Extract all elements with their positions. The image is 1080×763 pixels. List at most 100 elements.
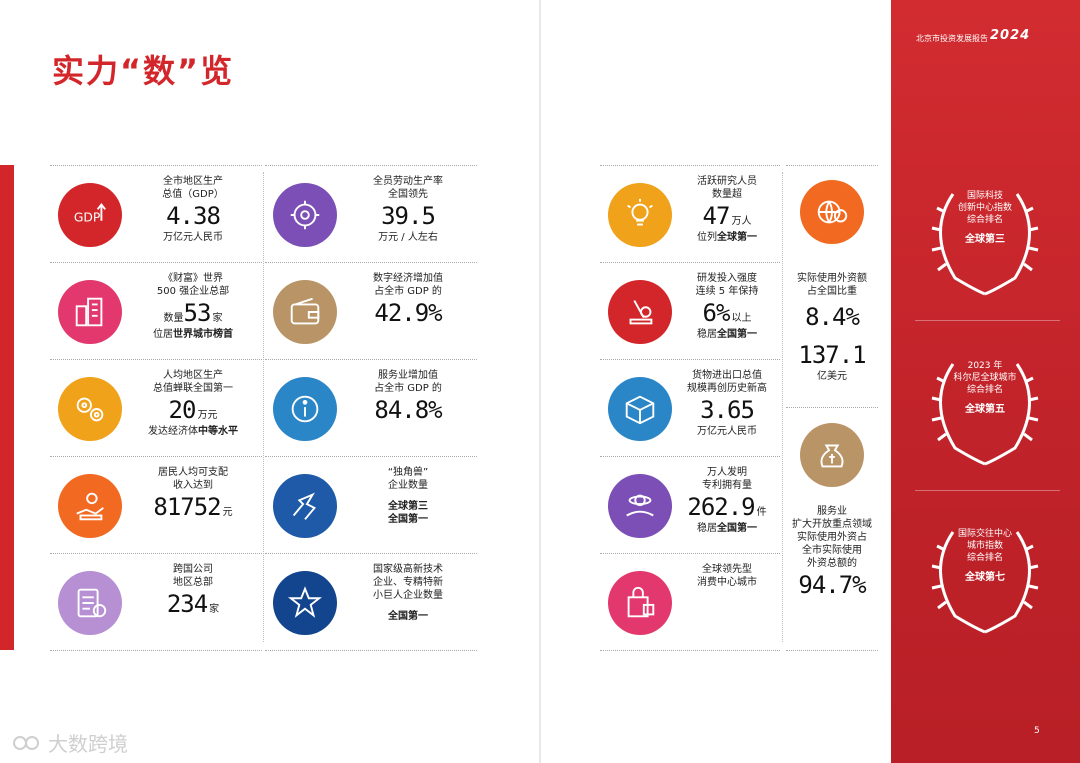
stat-l2: 消费中心城市 [697,577,757,588]
stat-text: 万人发明 专利拥有量 262.9 件稳居全国第一 [680,466,774,535]
award-text: 国际科技 创新中心指数 综合排名 全球第三 [915,190,1055,246]
stat-l2: 数量超 [712,189,742,200]
stat-l3: 全国第一 [388,611,428,622]
stat-l1: 万人发明 [707,467,747,478]
watermark-text: 大数跨境 [48,732,128,756]
stat-text: 活跃研究人员 数量超 47 万人 位列全球第一 [680,175,774,244]
stat-l1: 全球领先型 [702,564,752,575]
stat-text: 数字经济增加值 占全市 GDP 的 42.9% [345,272,471,328]
kol-logo-icon [13,735,39,750]
panel-divider [915,490,1060,491]
row-divider [50,165,262,166]
award-line: 综合排名 [966,553,1003,563]
stat-unit: 家 [212,313,223,324]
stat-l2: 企业、专精特新 [373,577,443,588]
gdp-icon: GDP [58,183,122,247]
stat-l2: 地区总部 [173,577,213,588]
award-laurel: 国际交往中心 城市指数 综合排名 全球第七 [915,520,1055,640]
stat-l1: 数字经济增加值 [373,273,443,284]
award-text: 2023 年科尔尼全球城市 综合排名 全球第五 [915,360,1055,416]
stat-value: 84.8% [374,396,442,424]
page-title: 实力“数”览 [52,52,235,90]
stat-text: 国家级高新技术 企业、专精特新 小巨人企业数量 全国第一 [345,563,471,623]
stat-prefix: 数量 [163,313,184,324]
income-icon [58,474,122,538]
stat-l3-emphasis: 全国第一 [717,523,757,534]
fdi-text: 实际使用外资额 占全国比重 8.4% 137.1 亿美元 [786,272,878,383]
stat-unit: 件 [756,507,767,518]
stat-l2: 全国领先 [388,189,428,200]
stat-value: 6% [702,299,731,327]
stat-value: 4.38 [166,202,221,230]
row-divider [600,456,780,457]
stat-l3: 万亿元人民币 [163,232,223,243]
row-divider [50,262,262,263]
stat-text: 人均地区生产 总值蝉联全国第一 20 万元 发达经济体中等水平 [130,369,256,438]
stat-l4: 全国第一 [388,514,428,525]
row-divider [786,165,878,166]
fdi-share-value: 8.4% [805,303,860,331]
award-line: 综合排名 [966,215,1003,225]
awards-panel [891,0,1080,763]
stat-value: 53 [183,299,212,327]
stat-value: 42.9% [374,299,442,327]
stat-l3-emphasis: 世界城市榜首 [173,329,233,340]
stat-text: 全球领先型消费中心城市 [680,563,774,589]
stat-unit: 元 [222,507,233,518]
stat-unit: 万元 [197,410,218,421]
document-icon [58,571,122,635]
gears-icon [58,377,122,441]
award-rank: 全球第五 [965,404,1005,415]
labor-gear-icon [273,183,337,247]
globe-dollar-icon [800,180,864,244]
stat-text: 跨国公司地区总部 234 家 [130,563,256,619]
stat-l1: 研发投入强度 [697,273,757,284]
stat-unit: 万人 [731,216,752,227]
stat-value-row: 39.5 [345,201,471,231]
stat-text: 全市地区生产 总值（GDP） 4.38 万亿元人民币 [130,175,256,244]
page-number: 5 [1034,726,1040,736]
stat-l2: 总值（GDP） [162,189,224,200]
stat-l3-emphasis: 全球第一 [717,232,757,243]
award-line: 综合排名 [966,385,1003,395]
microscope-icon [608,280,672,344]
star-icon [273,571,337,635]
award-laurel: 国际科技 创新中心指数 综合排名 全球第三 [915,182,1055,302]
stat-value-row: 262.9 件 [680,492,774,522]
page-spine [539,0,541,763]
stat-text: 居民人均可支配 收入达到 81752 元 [130,466,256,522]
stat-l1: 跨国公司 [173,564,213,575]
stat-value: 20 [168,396,197,424]
row-divider [600,165,780,166]
column-divider [782,172,783,642]
stat-l3: 位列全球第一 [697,232,757,243]
award-rank: 全球第三 [965,234,1005,245]
stat-l3: 稳居全国第一 [697,523,757,534]
fdi-l1: 实际使用外资额 [797,273,867,284]
stat-l3: 万元 / 人左右 [378,232,438,243]
stat-value: 39.5 [381,202,436,230]
row-divider [50,359,262,360]
row-divider [265,456,477,457]
row-divider [600,359,780,360]
stat-l3-emphasis: 全国第一 [717,329,757,340]
stat-value: 234 [166,590,208,618]
stat-l2: 企业数量 [388,480,428,491]
stat-l1: “独角兽” [387,467,429,478]
stat-value: 262.9 [687,493,755,521]
service-value: 94.7% [798,571,866,599]
unicorn-icon [273,474,337,538]
stat-l1: 全市地区生产 [163,176,223,187]
award-rank: 全球第七 [965,572,1005,583]
info-icon [273,377,337,441]
stat-value-row: 234 家 [130,589,256,619]
row-divider [265,359,477,360]
row-divider [786,407,878,408]
stat-l2: 收入达到 [173,480,213,491]
service-l3: 实际使用外资占 [797,532,867,543]
stat-value: 81752 [153,493,221,521]
row-divider [50,456,262,457]
fdi-amount-value: 137.1 [798,341,866,369]
shopping-bag-icon [608,571,672,635]
stat-text: 服务业增加值 占全市 GDP 的 84.8% [345,369,471,425]
